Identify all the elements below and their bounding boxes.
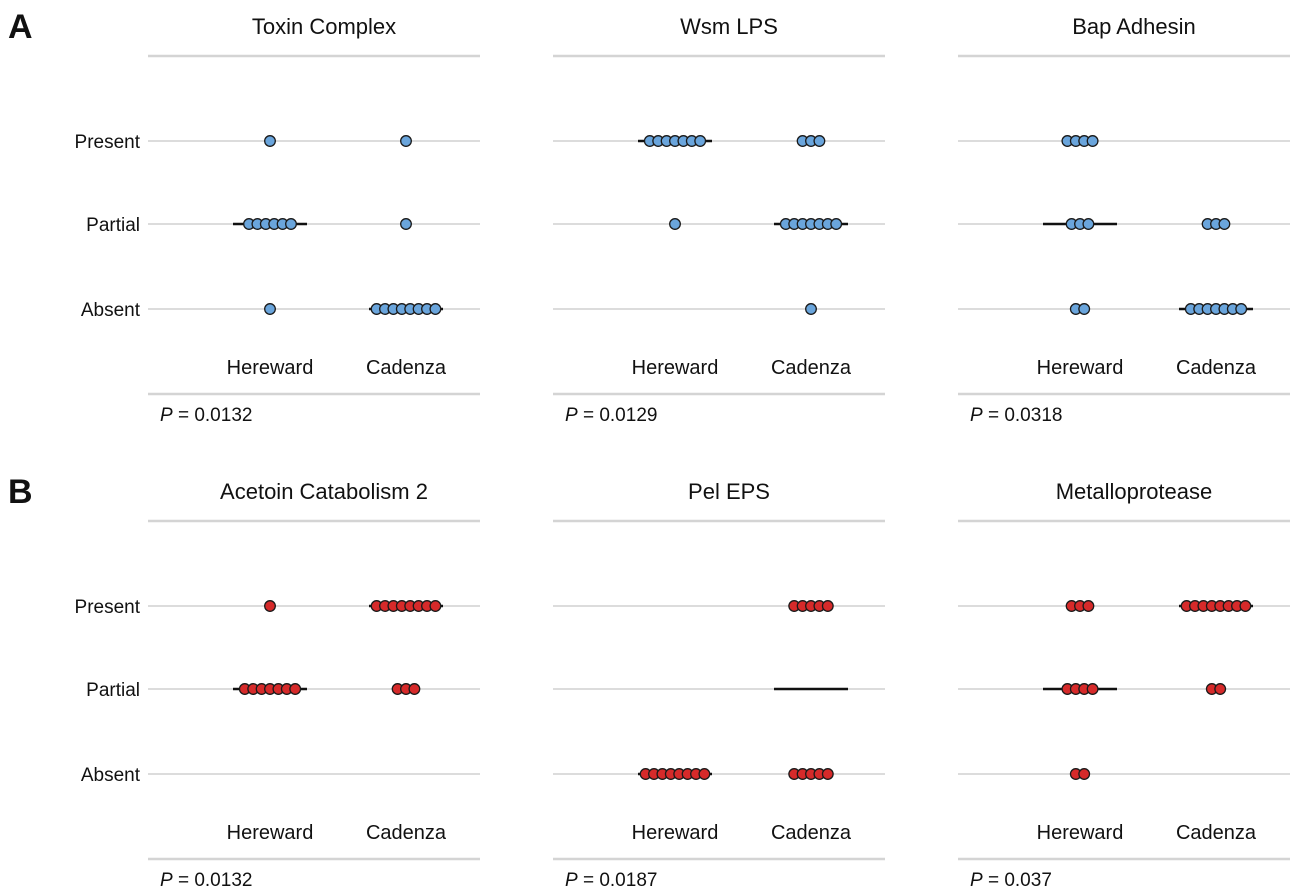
x-tick-label-cadenza: Cadenza bbox=[366, 822, 447, 844]
x-tick-label-hereward: Hereward bbox=[227, 357, 314, 379]
p-value-pel-eps: P = 0.0187 bbox=[565, 870, 657, 891]
y-tick-label-absent: Absent bbox=[81, 300, 141, 321]
data-point-cadenza-partial bbox=[408, 683, 421, 695]
data-point-cadenza-present bbox=[429, 600, 442, 612]
chart-title-acetoin-catabolism-2: Acetoin Catabolism 2 bbox=[220, 479, 428, 504]
data-point-cadenza-partial bbox=[1214, 683, 1227, 695]
data-point-hereward-present bbox=[264, 600, 276, 612]
x-tick-label-cadenza: Cadenza bbox=[1176, 822, 1257, 844]
x-tick-label-cadenza: Cadenza bbox=[366, 357, 447, 379]
data-point-hereward-absent bbox=[1078, 768, 1091, 780]
chart-title-pel-eps: Pel EPS bbox=[688, 479, 770, 504]
data-point-cadenza-partial bbox=[1218, 218, 1231, 230]
x-tick-label-hereward: Hereward bbox=[1037, 822, 1124, 844]
data-point-hereward-absent bbox=[1078, 303, 1091, 315]
chart-title-wsm-lps: Wsm LPS bbox=[680, 14, 778, 39]
panel-letter-b: B bbox=[8, 473, 33, 511]
p-value-number: = 0.0187 bbox=[578, 870, 658, 891]
data-point-cadenza-present bbox=[400, 135, 412, 147]
y-tick-label-present: Present bbox=[75, 132, 141, 153]
x-tick-label-cadenza: Cadenza bbox=[771, 822, 852, 844]
x-tick-label-cadenza: Cadenza bbox=[1176, 357, 1257, 379]
data-point-hereward-present bbox=[694, 135, 707, 147]
p-value-wsm-lps: P = 0.0129 bbox=[565, 405, 657, 426]
p-value-number: = 0.037 bbox=[983, 870, 1052, 891]
data-point-cadenza-absent bbox=[821, 768, 834, 780]
data-point-cadenza-present bbox=[813, 135, 826, 147]
p-value-number: = 0.0129 bbox=[578, 405, 658, 426]
x-tick-label-hereward: Hereward bbox=[1037, 357, 1124, 379]
chart-title-bap-adhesin: Bap Adhesin bbox=[1072, 14, 1196, 39]
y-tick-label-partial: Partial bbox=[86, 215, 140, 236]
data-point-cadenza-partial bbox=[400, 218, 412, 230]
data-point-hereward-partial bbox=[669, 218, 681, 230]
data-point-hereward-partial bbox=[285, 218, 297, 230]
data-point-cadenza-absent bbox=[805, 303, 817, 315]
p-value-symbol: P bbox=[970, 405, 983, 426]
y-tick-label-absent: Absent bbox=[81, 765, 141, 786]
chart-title-metalloprotease: Metalloprotease bbox=[1056, 479, 1213, 504]
p-value-number: = 0.0132 bbox=[173, 870, 253, 891]
p-value-toxin-complex: P = 0.0132 bbox=[160, 405, 252, 426]
p-value-symbol: P bbox=[970, 870, 983, 891]
p-value-symbol: P bbox=[160, 870, 173, 891]
panel-letter-a: A bbox=[8, 8, 33, 46]
data-point-cadenza-present bbox=[1239, 600, 1252, 612]
p-value-number: = 0.0318 bbox=[983, 405, 1063, 426]
x-tick-label-hereward: Hereward bbox=[632, 357, 719, 379]
data-point-cadenza-absent bbox=[429, 303, 442, 315]
p-value-acetoin-catabolism-2: P = 0.0132 bbox=[160, 870, 252, 891]
data-point-hereward-partial bbox=[289, 683, 302, 695]
data-point-hereward-absent bbox=[698, 768, 711, 780]
p-value-number: = 0.0132 bbox=[173, 405, 253, 426]
x-tick-label-hereward: Hereward bbox=[227, 822, 314, 844]
data-point-hereward-present bbox=[264, 135, 276, 147]
data-point-cadenza-present bbox=[821, 600, 834, 612]
data-point-hereward-partial bbox=[1086, 683, 1099, 695]
p-value-symbol: P bbox=[160, 405, 173, 426]
p-value-symbol: P bbox=[565, 870, 578, 891]
y-tick-label-present: Present bbox=[75, 597, 141, 618]
data-point-hereward-absent bbox=[264, 303, 276, 315]
data-point-hereward-present bbox=[1082, 600, 1095, 612]
p-value-symbol: P bbox=[565, 405, 578, 426]
data-point-hereward-partial bbox=[1082, 218, 1095, 230]
data-point-cadenza-partial bbox=[830, 218, 843, 230]
x-tick-label-hereward: Hereward bbox=[632, 822, 719, 844]
data-point-cadenza-absent bbox=[1235, 303, 1248, 315]
p-value-metalloprotease: P = 0.037 bbox=[970, 870, 1052, 891]
chart-title-toxin-complex: Toxin Complex bbox=[252, 14, 396, 39]
p-value-bap-adhesin: P = 0.0318 bbox=[970, 405, 1062, 426]
data-point-hereward-present bbox=[1086, 135, 1099, 147]
y-tick-label-partial: Partial bbox=[86, 680, 140, 701]
x-tick-label-cadenza: Cadenza bbox=[771, 357, 852, 379]
